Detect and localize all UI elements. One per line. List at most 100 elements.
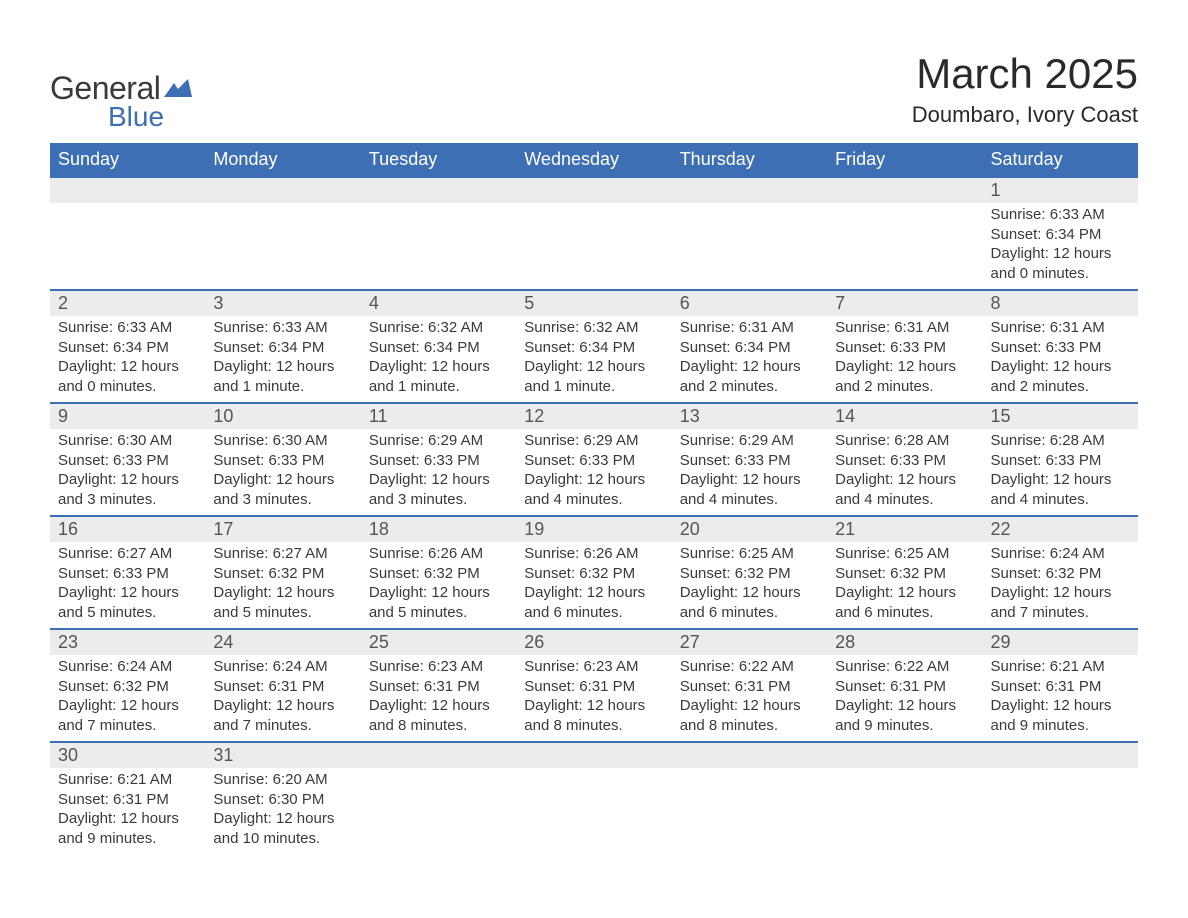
sunrise-text: Sunrise: 6:32 AM xyxy=(524,318,663,338)
day-detail-cell: Sunrise: 6:22 AMSunset: 6:31 PMDaylight:… xyxy=(672,655,827,742)
day-detail-cell: Sunrise: 6:29 AMSunset: 6:33 PMDaylight:… xyxy=(672,429,827,516)
sunrise-text: Sunrise: 6:32 AM xyxy=(369,318,508,338)
sunrise-text: Sunrise: 6:21 AM xyxy=(991,657,1130,677)
day-number-row: 23242526272829 xyxy=(50,629,1138,655)
day-detail-row: Sunrise: 6:21 AMSunset: 6:31 PMDaylight:… xyxy=(50,768,1138,854)
sunrise-text: Sunrise: 6:21 AM xyxy=(58,770,197,790)
sunset-text: Sunset: 6:33 PM xyxy=(58,564,197,584)
day-detail-cell: Sunrise: 6:21 AMSunset: 6:31 PMDaylight:… xyxy=(50,768,205,854)
day-detail-cell: Sunrise: 6:30 AMSunset: 6:33 PMDaylight:… xyxy=(205,429,360,516)
daylight-text: Daylight: 12 hours and 6 minutes. xyxy=(835,583,974,622)
day-detail-cell: Sunrise: 6:32 AMSunset: 6:34 PMDaylight:… xyxy=(516,316,671,403)
day-detail-row: Sunrise: 6:24 AMSunset: 6:32 PM Daylight:… xyxy=(50,655,1138,742)
sunrise-text: Sunrise: 6:22 AM xyxy=(835,657,974,677)
day-detail-cell: Sunrise: 6:25 AMSunset: 6:32 PMDaylight:… xyxy=(672,542,827,629)
sunrise-text: Sunrise: 6:31 AM xyxy=(680,318,819,338)
sunrise-text: Sunrise: 6:31 AM xyxy=(991,318,1130,338)
day-detail-cell xyxy=(361,203,516,290)
day-number-cell: 30 xyxy=(50,742,205,768)
day-number: 12 xyxy=(524,406,544,426)
day-number-row: 1 xyxy=(50,177,1138,203)
sunset-text: Sunset: 6:32 PM xyxy=(58,677,197,697)
day-number-cell: 9 xyxy=(50,403,205,429)
daylight-text: Daylight: 12 hours and 9 minutes. xyxy=(991,696,1130,735)
day-detail-row: Sunrise: 6:33 AMSunset: 6:34 PMDaylight:… xyxy=(50,203,1138,290)
day-detail-cell: Sunrise: 6:33 AMSunset: 6:34 PMDaylight:… xyxy=(205,316,360,403)
day-detail-cell xyxy=(516,203,671,290)
day-number-cell: 31 xyxy=(205,742,360,768)
daylight-text: Daylight: 12 hours and 3 minutes. xyxy=(58,470,197,509)
day-number: 22 xyxy=(991,519,1011,539)
day-detail-cell xyxy=(672,768,827,854)
day-number: 3 xyxy=(213,293,223,313)
sunrise-text: Sunrise: 6:33 AM xyxy=(58,318,197,338)
month-title: March 2025 xyxy=(912,50,1138,98)
page-header: General Blue March 2025 Doumbaro, Ivory … xyxy=(50,50,1138,133)
day-number: 20 xyxy=(680,519,700,539)
sunrise-text: Sunrise: 6:24 AM xyxy=(58,657,197,677)
day-detail-cell: Sunrise: 6:24 AMSunset: 6:32 PMDaylight:… xyxy=(983,542,1138,629)
day-number-cell: 1 xyxy=(983,177,1138,203)
day-number-cell: 19 xyxy=(516,516,671,542)
logo-text-blue: Blue xyxy=(108,101,164,133)
day-number-cell xyxy=(50,177,205,203)
daylight-text: Daylight: 12 hours and 4 minutes. xyxy=(524,470,663,509)
sunset-text: Sunset: 6:34 PM xyxy=(213,338,352,358)
day-detail-cell xyxy=(205,203,360,290)
day-detail-cell: Sunrise: 6:24 AMSunset: 6:32 PMDaylight:… xyxy=(50,655,205,742)
calendar-table: Sunday Monday Tuesday Wednesday Thursday… xyxy=(50,143,1138,854)
sunset-text: Sunset: 6:31 PM xyxy=(524,677,663,697)
daylight-text: Daylight: 12 hours and 5 minutes. xyxy=(213,583,352,622)
daylight-text: Daylight: 12 hours and 6 minutes. xyxy=(680,583,819,622)
sunrise-text: Sunrise: 6:28 AM xyxy=(835,431,974,451)
sunrise-text: Sunrise: 6:25 AM xyxy=(680,544,819,564)
sunrise-text: Sunrise: 6:33 AM xyxy=(213,318,352,338)
sunset-text: Sunset: 6:30 PM xyxy=(213,790,352,810)
day-number: 7 xyxy=(835,293,845,313)
day-number-row: 16171819202122 xyxy=(50,516,1138,542)
day-detail-cell xyxy=(516,768,671,854)
day-number-cell: 29 xyxy=(983,629,1138,655)
day-detail-row: Sunrise: 6:30 AM Sunset: 6:33 PM Daylight:… xyxy=(50,429,1138,516)
daylight-text: Daylight: 12 hours and 7 minutes. xyxy=(213,696,352,735)
daylight-text: Daylight: 12 hours and 8 minutes. xyxy=(680,696,819,735)
day-number: 21 xyxy=(835,519,855,539)
day-number: 19 xyxy=(524,519,544,539)
day-number: 8 xyxy=(991,293,1001,313)
day-detail-row: Sunrise: 6:33 AMSunset: 6:34 PMDaylight:… xyxy=(50,316,1138,403)
day-number-cell: 26 xyxy=(516,629,671,655)
day-number-cell xyxy=(827,177,982,203)
daylight-text: Daylight: 12 hours and 2 minutes. xyxy=(991,357,1130,396)
day-detail-cell: Sunrise: 6:22 AMSunset: 6:31 PMDaylight:… xyxy=(827,655,982,742)
sunset-text: Sunset: 6:32 PM xyxy=(835,564,974,584)
sunrise-text: Sunrise: 6:29 AM xyxy=(369,431,508,451)
day-number: 31 xyxy=(213,745,233,765)
sunset-text: Sunset: 6:31 PM xyxy=(835,677,974,697)
daylight-text: Daylight: 12 hours and 4 minutes. xyxy=(991,470,1130,509)
sunrise-text: Sunrise: 6:23 AM xyxy=(524,657,663,677)
sunset-text: Sunset: 6:32 PM xyxy=(524,564,663,584)
day-number-cell: 28 xyxy=(827,629,982,655)
daylight-text: Daylight: 12 hours and 7 minutes. xyxy=(991,583,1130,622)
sunset-text: Sunset: 6:33 PM xyxy=(680,451,819,471)
day-detail-cell: Sunrise: 6:28 AMSunset: 6:33 PMDaylight:… xyxy=(827,429,982,516)
day-number: 10 xyxy=(213,406,233,426)
sunset-text: Sunset: 6:34 PM xyxy=(524,338,663,358)
day-detail-cell: Sunrise: 6:20 AMSunset: 6:30 PMDaylight:… xyxy=(205,768,360,854)
day-detail-cell: Sunrise: 6:23 AMSunset: 6:31 PMDaylight:… xyxy=(361,655,516,742)
day-number-cell: 11 xyxy=(361,403,516,429)
daylight-text: Daylight: 12 hours and 1 minute. xyxy=(524,357,663,396)
sunrise-text: Sunrise: 6:26 AM xyxy=(524,544,663,564)
day-number: 5 xyxy=(524,293,534,313)
day-detail-cell: Sunrise: 6:31 AMSunset: 6:33 PMDaylight:… xyxy=(983,316,1138,403)
weekday-header: Wednesday xyxy=(516,143,671,177)
title-block: March 2025 Doumbaro, Ivory Coast xyxy=(912,50,1138,128)
day-number: 18 xyxy=(369,519,389,539)
day-number-cell: 15 xyxy=(983,403,1138,429)
sunrise-text: Sunrise: 6:30 AM xyxy=(213,431,352,451)
day-number-cell xyxy=(516,177,671,203)
sunset-text: Sunset: 6:31 PM xyxy=(369,677,508,697)
sunrise-text: Sunrise: 6:27 AM xyxy=(213,544,352,564)
sunset-text: Sunset: 6:33 PM xyxy=(369,451,508,471)
day-detail-cell xyxy=(672,203,827,290)
